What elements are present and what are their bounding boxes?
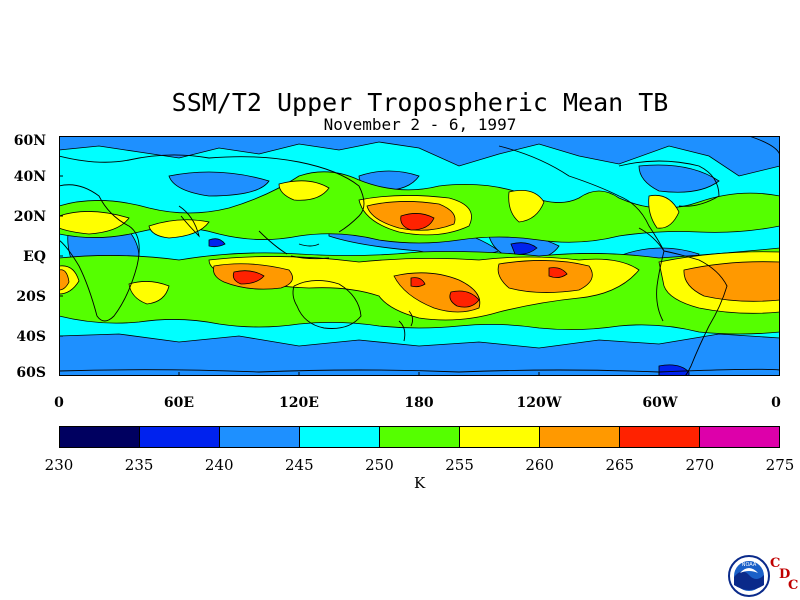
map-title: SSM/T2 Upper Tropospheric Mean TB	[171, 88, 669, 117]
colorbar-tick-label: 230	[44, 456, 74, 474]
colorbar-swatch-8	[700, 427, 779, 447]
colorbar-tick-label: 265	[605, 456, 635, 474]
svg-text:NOAA: NOAA	[742, 562, 757, 568]
lat-label-40n: 40N	[13, 169, 46, 185]
contour-255-260	[508, 189, 545, 223]
lat-label-20s: 20S	[16, 289, 46, 305]
colorbar-tick-label: 270	[685, 456, 715, 474]
contour-240-245	[59, 136, 780, 177]
contour-255-260	[128, 281, 170, 305]
contour-240-245	[59, 333, 780, 376]
contour-265-270	[548, 267, 568, 278]
lon-label-0: 0	[54, 395, 64, 411]
map-subtitle: November 2 - 6, 1997	[323, 115, 517, 134]
contour-260-265	[683, 261, 780, 302]
colorbar-tick-label: 235	[124, 456, 154, 474]
colorbar-tick-label: 240	[204, 456, 234, 474]
colorbar-swatch-5	[460, 427, 540, 447]
contour-235-240	[208, 238, 226, 248]
lon-label-120e: 120E	[279, 395, 319, 411]
contour-255-260	[648, 194, 680, 229]
colorbar-tick-label: 255	[445, 456, 474, 474]
contour-260-265	[497, 260, 593, 293]
colorbar-units: K	[414, 474, 426, 492]
contour-235-240	[510, 242, 538, 255]
lon-label-60w: 60W	[642, 395, 678, 411]
contour-265-270	[410, 277, 426, 288]
contour-265-270	[400, 213, 435, 231]
colorbar-swatch-1	[140, 427, 220, 447]
noaa-logo: NOAA	[728, 555, 770, 597]
lat-label-20n: 20N	[13, 209, 46, 225]
contour-255-260	[59, 211, 130, 235]
lon-label-0-east: 0	[771, 395, 781, 411]
contour-255-260	[278, 180, 330, 201]
colorbar-tick-label: 260	[525, 456, 554, 474]
logo-letter-c1: C	[770, 556, 781, 571]
lat-label-40s: 40S	[16, 329, 46, 345]
logo-letter-d: D	[779, 567, 791, 582]
contour-265-270	[232, 270, 265, 285]
colorbar-swatch-4	[380, 427, 460, 447]
contour-240-245	[638, 164, 720, 193]
lat-label-60n: 60N	[13, 133, 46, 149]
colorbar-swatch-6	[540, 427, 620, 447]
colorbar-tick-label: 250	[365, 456, 394, 474]
lon-label-180: 180	[404, 395, 434, 411]
colorbar-swatch-2	[220, 427, 300, 447]
lon-label-120w: 120W	[516, 395, 562, 411]
contour-260-265	[59, 269, 70, 291]
colorbar-swatch-7	[620, 427, 700, 447]
lat-label-60s: 60S	[16, 365, 46, 381]
temperature-map	[59, 136, 780, 376]
contour-255-260	[148, 219, 210, 239]
colorbar	[59, 426, 780, 448]
lat-label-eq: EQ	[23, 249, 46, 265]
colorbar-tick-label: 245	[285, 456, 314, 474]
colorbar-tick-label: 275	[765, 456, 795, 474]
coastlines	[59, 136, 780, 376]
logo-letter-c2: C	[788, 578, 799, 593]
contour-265-270	[449, 290, 480, 308]
lon-label-60e: 60E	[163, 395, 195, 411]
colorbar-swatch-0	[60, 427, 140, 447]
colorbar-swatch-3	[300, 427, 380, 447]
contour-240-245	[168, 171, 270, 197]
